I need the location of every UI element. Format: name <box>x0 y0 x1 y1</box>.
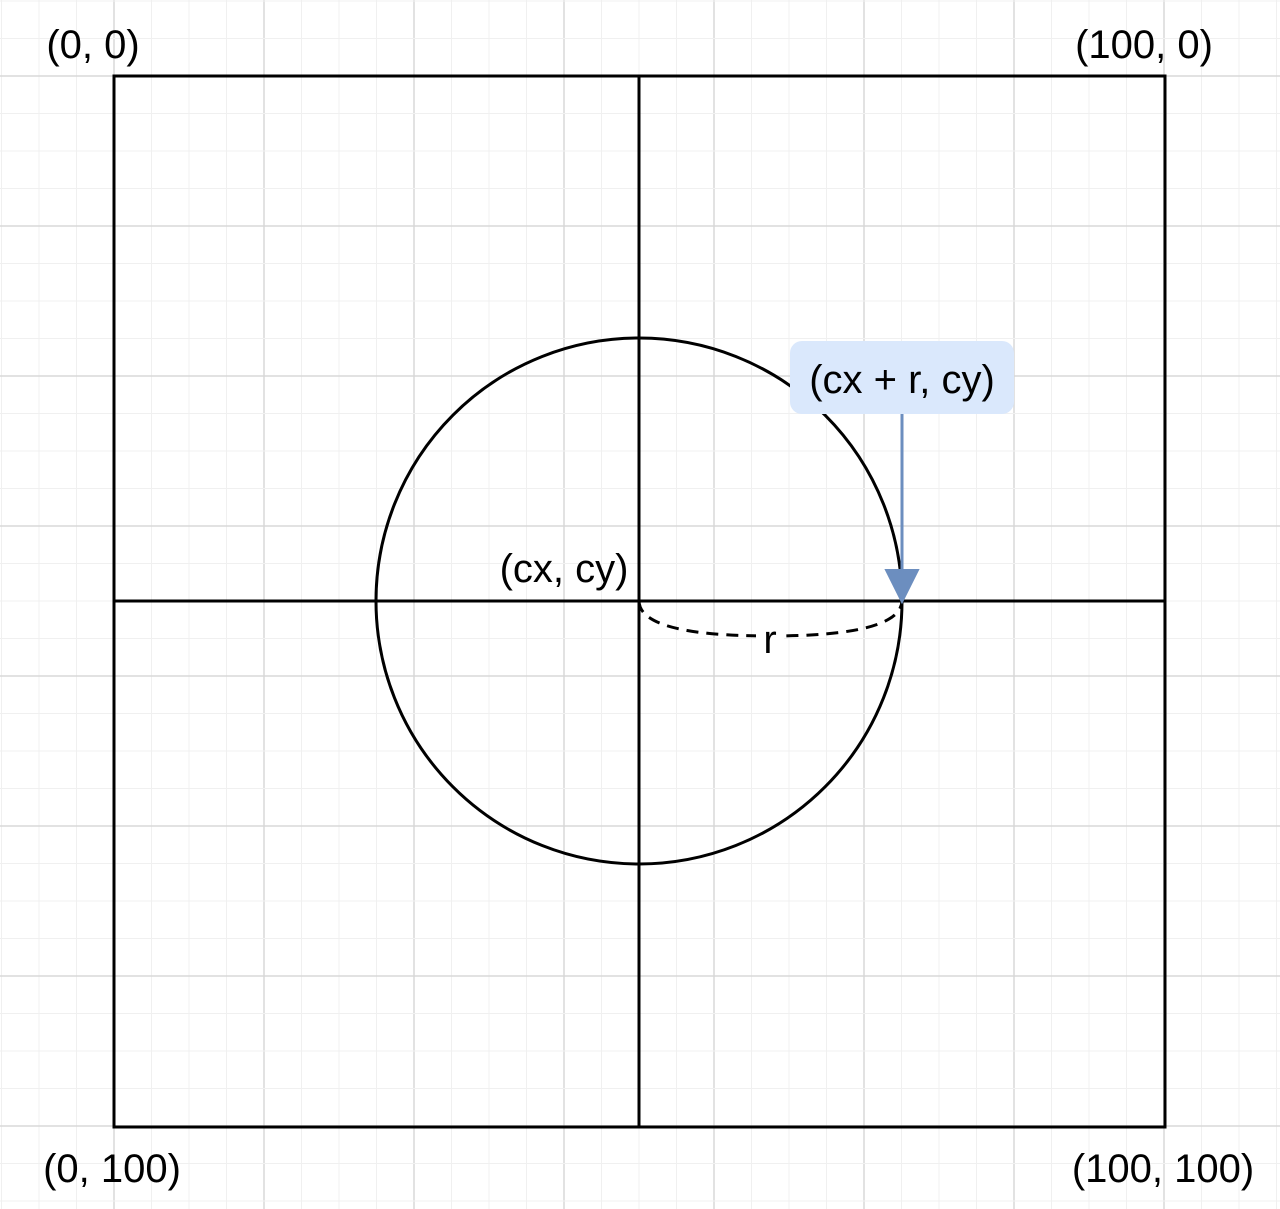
bottom-left-corner-label: (0, 100) <box>43 1147 181 1191</box>
center-label: (cx, cy) <box>500 547 629 591</box>
radius-label-background <box>756 620 784 656</box>
edge-point-label: (cx + r, cy) <box>809 358 995 402</box>
top-right-corner-label: (100, 0) <box>1075 23 1213 67</box>
edge-point-callout <box>790 341 1014 414</box>
top-left-corner-label: (0, 0) <box>46 23 139 67</box>
callout-arrow-head <box>884 569 920 605</box>
radius-label: r <box>763 618 776 662</box>
bottom-right-corner-label: (100, 100) <box>1072 1147 1254 1191</box>
